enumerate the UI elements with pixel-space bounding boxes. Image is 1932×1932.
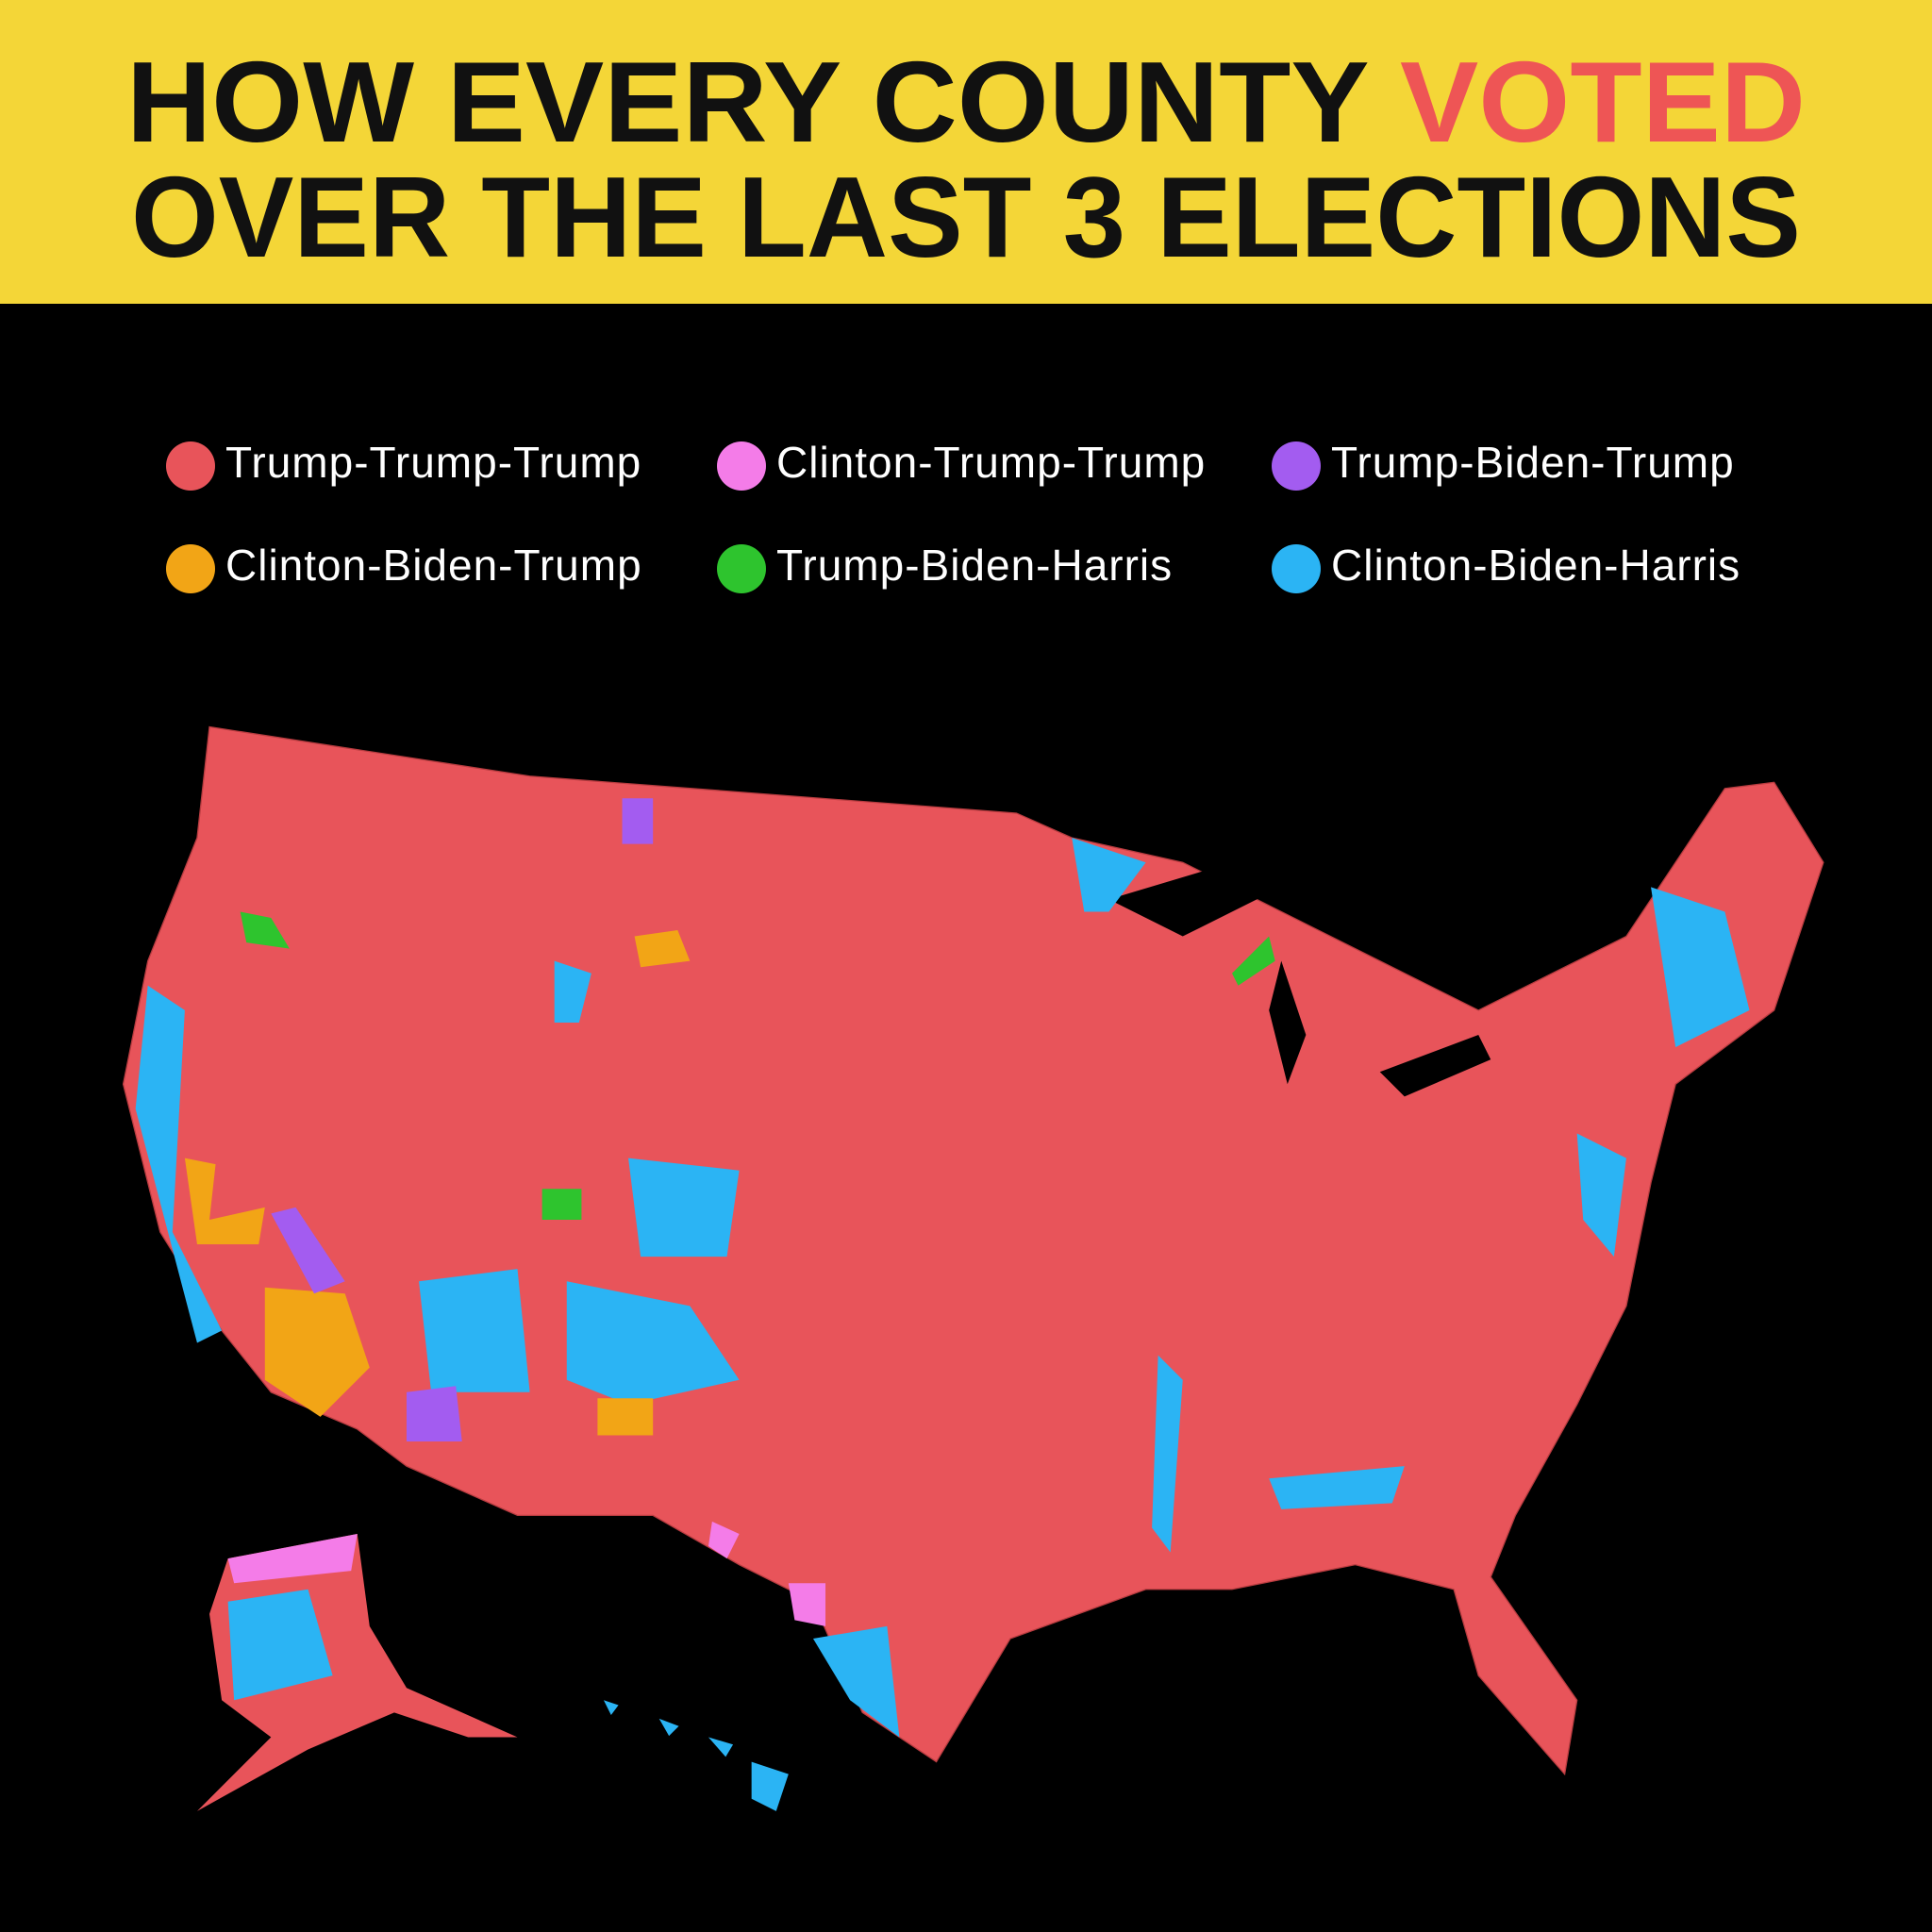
legend-swatch xyxy=(717,544,766,593)
county-blob xyxy=(1651,887,1750,1048)
title-line2: OVER THE LAST 3 ELECTIONS xyxy=(131,153,1801,281)
legend-swatch xyxy=(166,544,215,593)
county-blob xyxy=(597,1398,654,1436)
county-blob xyxy=(406,1386,462,1442)
county-blob xyxy=(812,1625,900,1738)
county-blob xyxy=(240,911,290,949)
legend-label: Clinton-Biden-Harris xyxy=(1331,541,1740,590)
county-blob xyxy=(1232,936,1275,986)
alaska-pink xyxy=(227,1533,358,1584)
legend-label: Clinton-Biden-Trump xyxy=(225,541,642,590)
legend-swatch xyxy=(1272,544,1321,593)
legend-label: Clinton-Trump-Trump xyxy=(776,438,1206,487)
legend-swatch xyxy=(717,441,766,491)
county-blob xyxy=(622,798,654,844)
county-blob xyxy=(628,1158,740,1257)
legend-label: Trump-Biden-Trump xyxy=(1331,438,1735,487)
legend-label: Trump-Trump-Trump xyxy=(225,438,641,487)
county-blob xyxy=(708,1521,740,1559)
hawaii xyxy=(603,1700,789,1811)
county-blob xyxy=(1152,1355,1183,1553)
great-lakes xyxy=(1108,862,1491,1097)
county-blob xyxy=(419,1269,530,1392)
legend-swatch xyxy=(166,441,215,491)
alaska-blue xyxy=(227,1589,333,1701)
purple-counties xyxy=(271,798,654,1442)
county-blob xyxy=(184,1158,265,1245)
header-band xyxy=(0,0,1932,304)
county-blob xyxy=(271,1207,345,1294)
county-blob xyxy=(566,1281,740,1405)
county-blob xyxy=(554,960,591,1023)
county-blob xyxy=(1072,838,1146,912)
county-blob xyxy=(541,1189,582,1220)
title-line1: HOW EVERY COUNTY VOTED xyxy=(126,38,1806,166)
county-blob xyxy=(1576,1133,1626,1257)
county-blob xyxy=(1269,1466,1405,1509)
county-blob xyxy=(264,1287,370,1417)
legend: Trump-Trump-Trump Clinton-Trump-Trump Trum… xyxy=(166,438,1740,593)
orange-counties xyxy=(184,930,691,1436)
green-counties xyxy=(240,911,1275,1220)
pink-counties xyxy=(708,1521,826,1626)
us-contiguous xyxy=(122,725,1824,1776)
county-blob xyxy=(788,1583,826,1626)
title-text: HOW EVERY COUNTY xyxy=(126,38,1368,166)
legend-label: Trump-Biden-Harris xyxy=(776,541,1173,590)
title-highlight: VOTED xyxy=(1400,38,1806,166)
map xyxy=(122,725,1824,1811)
county-blob xyxy=(634,930,691,968)
blue-counties xyxy=(135,838,1750,1738)
county-blob xyxy=(135,985,223,1343)
legend-swatch xyxy=(1272,441,1321,491)
